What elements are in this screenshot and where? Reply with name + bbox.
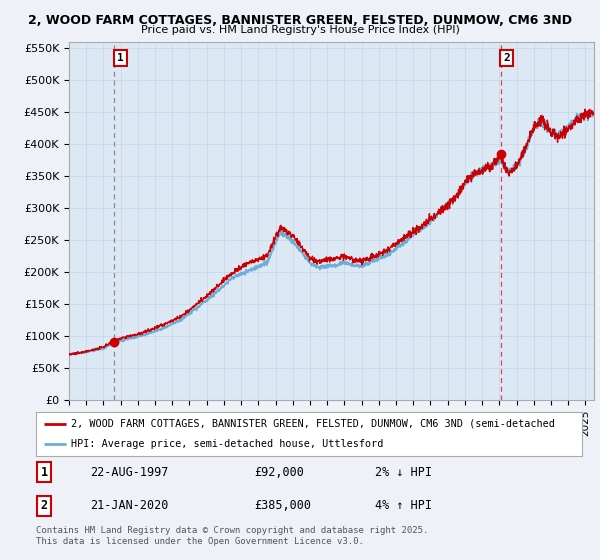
Text: 1: 1 — [117, 53, 124, 63]
Text: 22-AUG-1997: 22-AUG-1997 — [91, 465, 169, 479]
Text: 21-JAN-2020: 21-JAN-2020 — [91, 499, 169, 512]
Text: 2% ↓ HPI: 2% ↓ HPI — [374, 465, 431, 479]
Text: 2: 2 — [41, 499, 48, 512]
Text: Contains HM Land Registry data © Crown copyright and database right 2025.
This d: Contains HM Land Registry data © Crown c… — [36, 526, 428, 546]
Text: 2: 2 — [503, 53, 510, 63]
Text: £385,000: £385,000 — [254, 499, 311, 512]
Text: Price paid vs. HM Land Registry's House Price Index (HPI): Price paid vs. HM Land Registry's House … — [140, 25, 460, 35]
Text: 1: 1 — [41, 465, 48, 479]
Text: HPI: Average price, semi-detached house, Uttlesford: HPI: Average price, semi-detached house,… — [71, 439, 384, 449]
Text: 2, WOOD FARM COTTAGES, BANNISTER GREEN, FELSTED, DUNMOW, CM6 3ND (semi-detached: 2, WOOD FARM COTTAGES, BANNISTER GREEN, … — [71, 419, 556, 429]
Text: 4% ↑ HPI: 4% ↑ HPI — [374, 499, 431, 512]
Text: £92,000: £92,000 — [254, 465, 304, 479]
Text: 2, WOOD FARM COTTAGES, BANNISTER GREEN, FELSTED, DUNMOW, CM6 3ND: 2, WOOD FARM COTTAGES, BANNISTER GREEN, … — [28, 14, 572, 27]
